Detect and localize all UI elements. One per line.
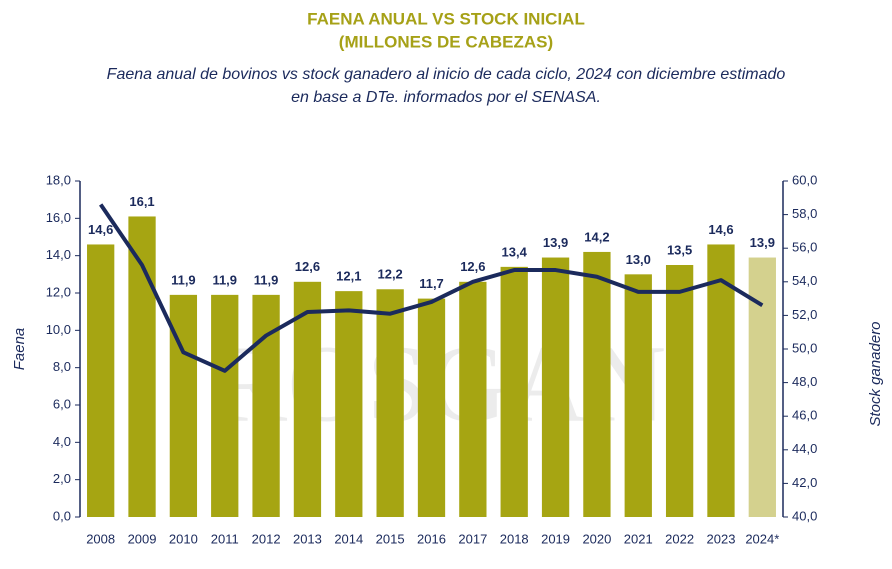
bar bbox=[583, 251, 611, 517]
x-tick-label: 2011 bbox=[211, 531, 239, 546]
bar bbox=[87, 244, 115, 517]
y-tick-label: 16,0 bbox=[46, 210, 71, 225]
bar bbox=[376, 289, 404, 517]
y2-tick-label: 48,0 bbox=[792, 374, 817, 389]
x-tick-label: 2015 bbox=[376, 531, 405, 546]
data-label: 11,7 bbox=[419, 276, 444, 291]
x-tick-label: 2014 bbox=[334, 531, 363, 546]
y2-tick-label: 46,0 bbox=[792, 408, 817, 423]
x-tick-label: 2016 bbox=[417, 531, 446, 546]
y2-tick-label: 50,0 bbox=[792, 340, 817, 355]
x-tick-label: 2023 bbox=[707, 531, 736, 546]
data-label: 14,2 bbox=[584, 229, 609, 244]
data-label: 14,6 bbox=[88, 222, 113, 237]
x-tick-label: 2022 bbox=[665, 531, 694, 546]
data-label: 13,4 bbox=[502, 244, 528, 259]
line bbox=[99, 203, 764, 373]
bar bbox=[500, 266, 528, 517]
bar bbox=[707, 244, 735, 517]
x-tick-label: 2012 bbox=[252, 531, 281, 546]
y-tick-label: 10,0 bbox=[46, 322, 71, 337]
x-tick-label: 2019 bbox=[541, 531, 570, 546]
y2-tick-label: 40,0 bbox=[792, 508, 817, 523]
y2-axis-label: Stock ganadero bbox=[867, 321, 884, 426]
data-label: 14,6 bbox=[708, 222, 733, 237]
x-tick-label: 2010 bbox=[169, 531, 198, 546]
data-label: 12,2 bbox=[377, 267, 402, 282]
y2-tick-label: 42,0 bbox=[792, 475, 817, 490]
subtitle: Faena anual de bovinos vs stock ganadero… bbox=[107, 66, 786, 83]
data-label: 11,9 bbox=[171, 272, 196, 287]
bar bbox=[748, 257, 776, 517]
data-label: 11,9 bbox=[212, 272, 237, 287]
y-axis-label: Faena bbox=[11, 328, 28, 371]
data-label: 13,9 bbox=[750, 235, 775, 250]
y-tick-label: 2,0 bbox=[53, 471, 71, 486]
x-tick-label: 2018 bbox=[500, 531, 529, 546]
bar bbox=[211, 294, 239, 517]
y-tick-label: 12,0 bbox=[46, 284, 71, 299]
subtitle: en base a DTe. informados por el SENASA. bbox=[291, 89, 601, 106]
y-tick-label: 6,0 bbox=[53, 396, 71, 411]
y2-tick-label: 54,0 bbox=[792, 273, 817, 288]
x-tick-label: 2021 bbox=[624, 531, 653, 546]
y2-tick-label: 44,0 bbox=[792, 441, 817, 456]
data-label: 13,0 bbox=[626, 252, 651, 267]
y2-tick-label: 56,0 bbox=[792, 240, 817, 255]
x-tick-label: 2017 bbox=[458, 531, 487, 546]
x-tick-label: 2009 bbox=[128, 531, 157, 546]
y-tick-label: 4,0 bbox=[53, 434, 71, 449]
data-label: 11,9 bbox=[254, 272, 279, 287]
y-tick-label: 18,0 bbox=[46, 172, 71, 187]
x-tick-label: 2008 bbox=[86, 531, 115, 546]
y-tick-label: 0,0 bbox=[53, 508, 71, 523]
data-label: 13,9 bbox=[543, 235, 568, 250]
chart-title: (MILLONES DE CABEZAS) bbox=[339, 32, 553, 51]
bar bbox=[541, 257, 570, 517]
data-label: 13,5 bbox=[667, 242, 692, 257]
bar bbox=[293, 281, 322, 517]
data-label: 16,1 bbox=[129, 194, 154, 209]
chart-title: FAENA ANUAL VS STOCK INICIAL bbox=[307, 9, 585, 28]
data-label: 12,6 bbox=[295, 259, 320, 274]
y-tick-label: 8,0 bbox=[53, 359, 71, 374]
x-tick-label: 2024* bbox=[745, 531, 779, 546]
bar bbox=[624, 274, 652, 517]
y2-tick-label: 60,0 bbox=[792, 172, 817, 187]
bar bbox=[665, 265, 694, 517]
bar bbox=[335, 291, 363, 517]
x-tick-label: 2020 bbox=[582, 531, 611, 546]
x-tick-label: 2013 bbox=[293, 531, 322, 546]
bar bbox=[417, 298, 446, 517]
y2-tick-label: 52,0 bbox=[792, 307, 817, 322]
y-tick-label: 14,0 bbox=[46, 247, 71, 262]
data-label: 12,1 bbox=[336, 269, 361, 284]
data-label: 12,6 bbox=[460, 259, 485, 274]
bar bbox=[459, 281, 487, 517]
y2-tick-label: 58,0 bbox=[792, 206, 817, 221]
